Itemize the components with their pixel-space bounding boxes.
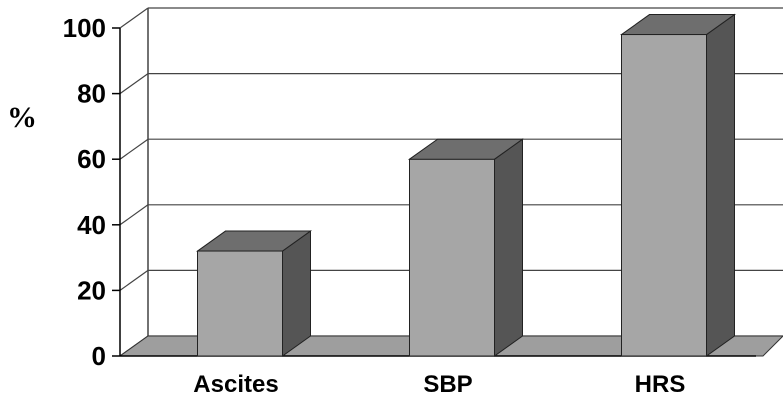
y-tick-label: 0 — [92, 341, 106, 371]
bar-top-face — [619, 14, 737, 36]
side-wall-gridline — [119, 7, 149, 29]
y-tick-label: 100 — [63, 13, 106, 43]
x-category-label: SBP — [423, 371, 472, 398]
bars — [195, 13, 737, 357]
x-category-label: HRS — [635, 371, 686, 398]
bar-top-face — [407, 138, 525, 160]
bar-top-face — [195, 230, 313, 252]
bar-front-face — [621, 34, 707, 357]
side-wall-gridline — [119, 73, 149, 95]
side-wall-gridline — [119, 204, 149, 226]
bar-ascites — [195, 230, 313, 357]
y-tick-label: 20 — [77, 275, 106, 305]
bar-side-face — [706, 13, 735, 357]
bar-front-face — [197, 250, 283, 357]
side-wall-gridline — [119, 138, 149, 160]
bar-front-face — [409, 158, 495, 357]
bar-sbp — [407, 138, 525, 357]
x-category-label: Ascites — [193, 371, 278, 398]
y-tick-label: 60 — [77, 144, 106, 174]
y-tick-label: 80 — [77, 79, 106, 109]
bar-side-face — [282, 230, 311, 357]
y-axis-label: % — [7, 101, 37, 134]
bar-hrs — [619, 13, 737, 357]
side-wall-gridline — [119, 269, 149, 291]
bar-side-face — [494, 138, 523, 357]
x-axis-categories: Ascites SBP HRS — [193, 371, 685, 398]
y-tick-label: 40 — [77, 210, 106, 240]
